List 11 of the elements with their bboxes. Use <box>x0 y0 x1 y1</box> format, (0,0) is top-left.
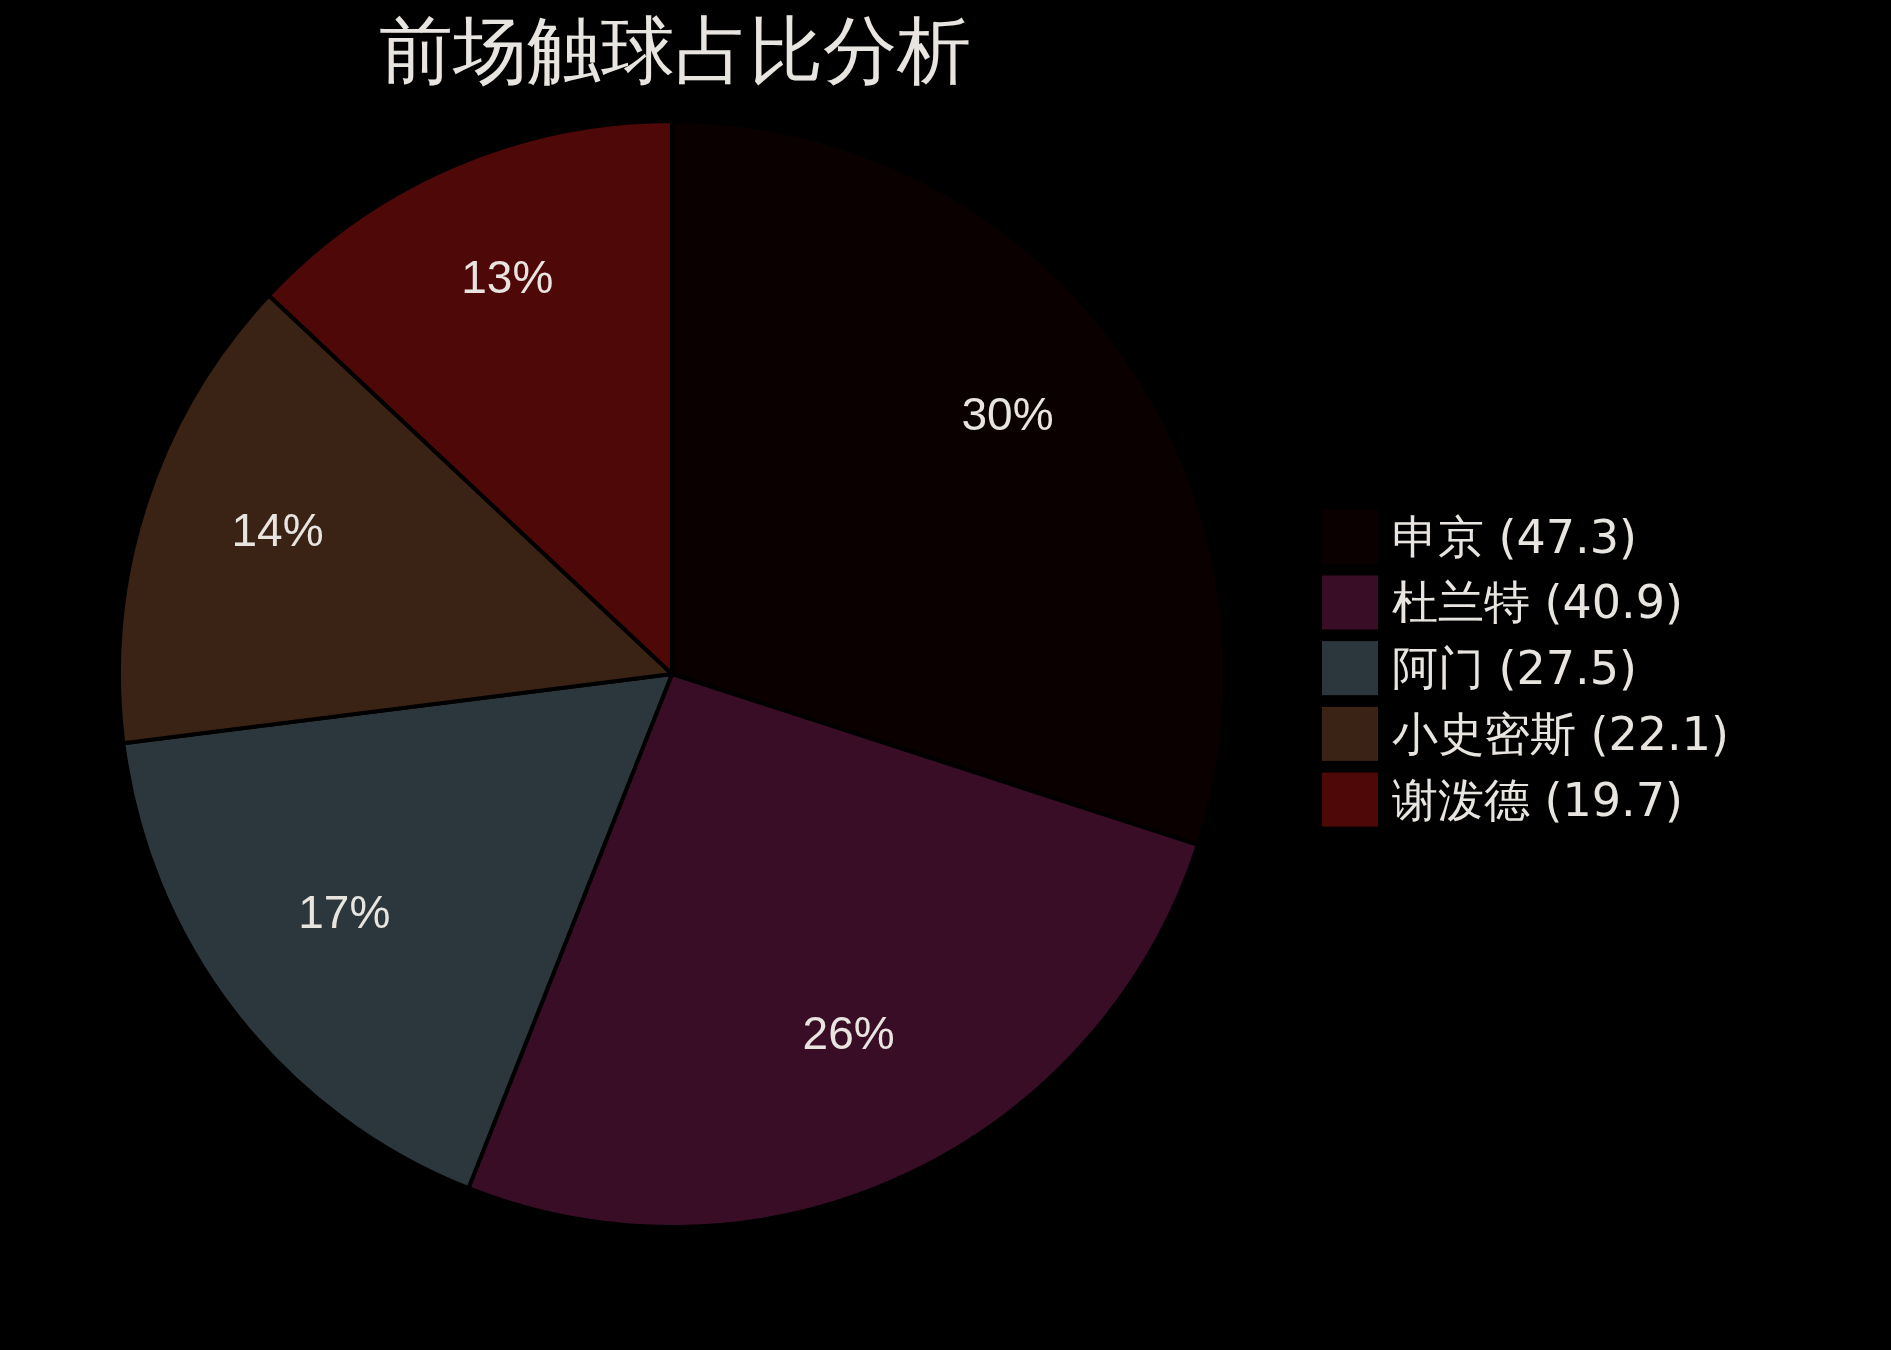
data-label: 26% <box>802 1007 895 1060</box>
legend-label: 小史密斯 (22.1) <box>1392 706 1729 761</box>
legend-label: 阿门 (27.5) <box>1392 641 1637 696</box>
data-label: 14% <box>231 503 324 556</box>
data-label: 17% <box>298 886 391 939</box>
data-label: 13% <box>461 251 554 304</box>
data-label: 30% <box>961 388 1054 441</box>
legend-label: 杜兰特 (40.9) <box>1392 575 1683 630</box>
legend-label: 谢泼德 (19.7) <box>1392 772 1683 827</box>
legend-label: 申京 (47.3) <box>1392 509 1637 564</box>
chart-title: 前场触球占比分析 <box>379 7 971 93</box>
